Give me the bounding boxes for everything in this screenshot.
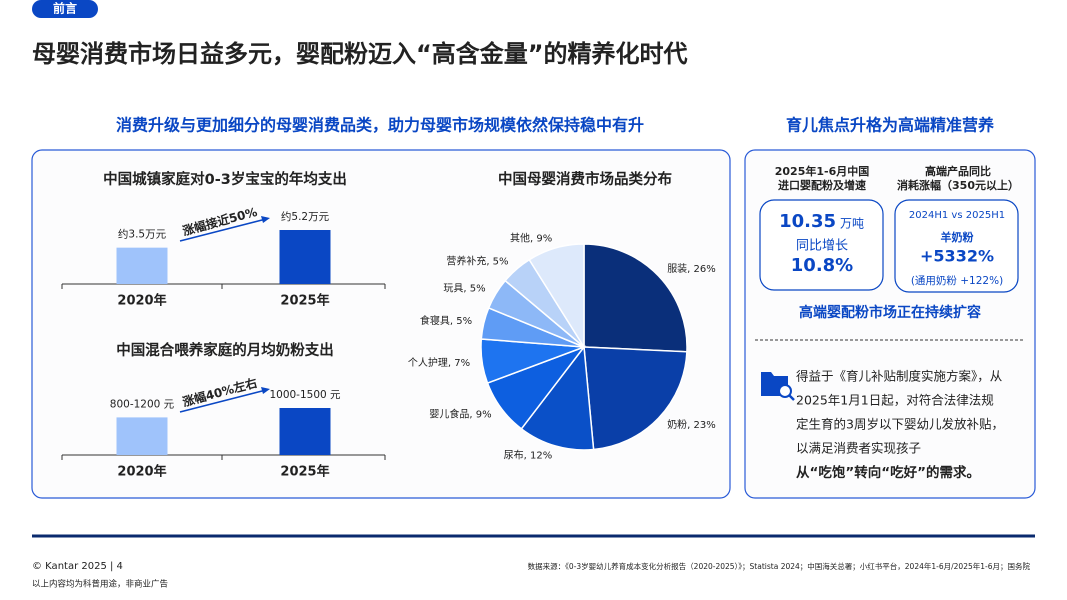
category-label: 2025年 bbox=[280, 464, 329, 480]
arrow-head bbox=[261, 216, 270, 223]
tag-pill bbox=[32, 0, 98, 18]
stat-growth: 10.8% bbox=[791, 255, 853, 276]
body-line: 定生育的3周岁以下婴幼儿发放补贴， bbox=[796, 417, 1004, 432]
slice-label: 婴儿食品, 9% bbox=[429, 407, 491, 420]
arrow-head bbox=[261, 387, 270, 394]
value-label: 1000-1500 元 bbox=[269, 389, 341, 401]
stat-unit: 万吨 bbox=[840, 217, 864, 231]
chart-title: 中国混合喂养家庭的月均奶粉支出 bbox=[116, 341, 334, 359]
left-heading: 消费升级与更加细分的母婴消费品类，助力母婴市场规模依然保持稳中有升 bbox=[116, 116, 644, 135]
conclusion: 高端婴配粉市场正在持续扩容 bbox=[799, 304, 981, 321]
bar bbox=[116, 417, 168, 455]
body-line: 得益于《育儿补贴制度实施方案》，从 bbox=[796, 369, 1002, 384]
stat-header: 2025年1-6月中国 bbox=[775, 164, 870, 178]
slice-label: 个人护理, 7% bbox=[408, 356, 470, 369]
slice-label: 食寝具, 5% bbox=[420, 314, 472, 327]
value-label: 约5.2万元 bbox=[281, 210, 330, 223]
arrow bbox=[179, 218, 267, 242]
category-label: 2020年 bbox=[117, 464, 166, 480]
bar bbox=[116, 247, 168, 284]
category-label: 2020年 bbox=[117, 293, 166, 309]
stat-box bbox=[894, 199, 1019, 293]
pie-slice bbox=[583, 243, 688, 353]
stat-header: 高端产品同比 bbox=[925, 164, 991, 178]
stat-header: 进口婴配粉及增速 bbox=[778, 178, 866, 192]
pie-slice bbox=[583, 346, 688, 451]
bar bbox=[279, 230, 331, 284]
page-title: 母婴消费市场日益多元，婴配粉迈入“高含金量”的精养化时代 bbox=[32, 40, 688, 68]
chart-title: 中国母婴消费市场品类分布 bbox=[498, 170, 672, 188]
body-line: 以满足消费者实现孩子 bbox=[796, 441, 921, 456]
slice-label: 奶粉, 23% bbox=[667, 418, 716, 431]
stat-period: 2024H1 vs 2025H1 bbox=[909, 210, 1005, 221]
stat-note: (通用奶粉 +122%) bbox=[911, 274, 1003, 287]
slice-label: 玩具, 5% bbox=[443, 282, 485, 294]
value-label: 800-1200 元 bbox=[110, 398, 175, 410]
stat-header: 消耗涨幅（350元以上） bbox=[897, 178, 1019, 192]
bar bbox=[279, 408, 331, 455]
value-label: 约3.5万元 bbox=[118, 228, 167, 241]
copyright: © Kantar 2025 | 4 bbox=[32, 561, 123, 572]
slice-label: 尿布, 12% bbox=[504, 450, 553, 462]
right-heading: 育儿焦点升格为高端精准营养 bbox=[786, 116, 995, 135]
category-label: 2025年 bbox=[280, 293, 329, 309]
slice-label: 服装, 26% bbox=[667, 262, 716, 275]
body-emphasis: 从“吃饱”转向“吃好”的需求。 bbox=[796, 464, 980, 481]
pie-slice bbox=[528, 243, 585, 350]
icon bbox=[761, 372, 795, 401]
stat-product: 羊奶粉 bbox=[941, 230, 974, 244]
chart-title: 中国城镇家庭对0-3岁宝宝的年均支出 bbox=[103, 170, 347, 188]
tag: 前言 bbox=[53, 1, 77, 16]
stat-label: 同比增长 bbox=[796, 239, 848, 254]
disclaimer: 以上内容均为科普用途，非商业广告 bbox=[32, 579, 168, 590]
stat-box bbox=[759, 199, 884, 291]
stat-value: 10.35 bbox=[779, 211, 836, 232]
source: 数据来源：《0-3岁婴幼儿养育成本变化分析报告（2020-2025）》；Stat… bbox=[528, 561, 1031, 571]
body-line: 2025年1月1日起，对符合法律法规 bbox=[796, 393, 994, 408]
stat-growth: +5332% bbox=[920, 247, 994, 266]
slice-label: 营养补充, 5% bbox=[446, 255, 508, 268]
arrow bbox=[179, 389, 267, 413]
pie-slice bbox=[520, 345, 595, 451]
slice-label: 其他, 9% bbox=[510, 231, 552, 244]
